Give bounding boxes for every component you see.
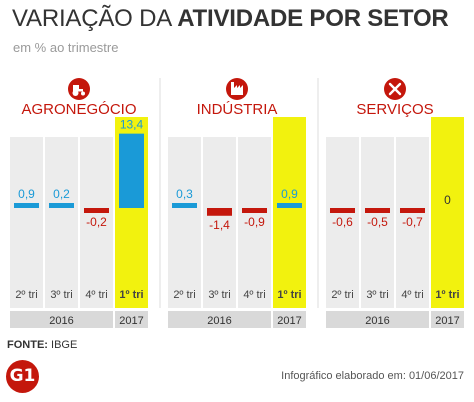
quarter-column [238, 137, 271, 308]
quarter-column [361, 137, 394, 308]
quarter-column [168, 137, 201, 308]
value-label: 0,3 [176, 187, 193, 201]
panel-title: INDÚSTRIA [197, 101, 278, 118]
value-label: -1,4 [209, 218, 230, 232]
bar-negative [242, 208, 267, 213]
panel-title: SERVIÇOS [356, 101, 433, 118]
g1-logo: G1 [6, 360, 39, 393]
value-label: 13,4 [120, 118, 144, 132]
source-line: FONTE: IBGE [7, 339, 77, 351]
value-label: -0,5 [367, 215, 388, 229]
title-light: VARIAÇÃO DA [12, 5, 171, 32]
year-label: 2016 [49, 315, 73, 327]
quarter-label: 4º tri [243, 289, 265, 301]
value-label: 0 [444, 193, 451, 207]
year-label: 2017 [435, 315, 459, 327]
year-band [115, 311, 148, 328]
bar-positive [172, 203, 197, 208]
year-band [431, 311, 464, 328]
quarter-label: 3º tri [50, 289, 72, 301]
quarter-label: 2º tri [331, 289, 353, 301]
value-label: 0,2 [53, 187, 70, 201]
quarter-column [10, 137, 43, 308]
bar-positive [119, 133, 144, 208]
screwdriver-line [388, 82, 402, 96]
quarter-label: 2º tri [173, 289, 195, 301]
bar-positive [49, 203, 74, 208]
tractor-body [73, 89, 83, 92]
year-label: 2017 [277, 315, 301, 327]
year-band [168, 311, 271, 328]
tractor-front-wheel [81, 91, 85, 96]
bar-negative [207, 208, 232, 216]
tractor-rear-wheel [72, 90, 79, 96]
title-bold: ATIVIDADE POR SETOR [177, 5, 449, 32]
panel-title: AGRONEGÓCIO [21, 101, 136, 118]
year-label: 2017 [119, 315, 143, 327]
factory-roof [234, 85, 243, 88]
chart-subtitle: em % ao trimestre [13, 40, 119, 55]
bar-positive [277, 203, 302, 208]
quarter-column [203, 137, 236, 308]
highlight-column [431, 117, 464, 308]
quarter-label: 1º tri [435, 289, 459, 301]
factory-body [231, 88, 243, 95]
quarter-label: 2º tri [15, 289, 37, 301]
quarter-label: 1º tri [277, 289, 301, 301]
year-band [10, 311, 113, 328]
value-label: -0,9 [244, 215, 265, 229]
bar-negative [330, 208, 355, 213]
bar-positive [14, 203, 39, 208]
bar-negative [400, 208, 425, 213]
quarter-label: 3º tri [208, 289, 230, 301]
value-label: -0,7 [402, 215, 423, 229]
bar-negative [365, 208, 390, 213]
tractor-cab [73, 85, 79, 89]
quarter-label: 3º tri [366, 289, 388, 301]
sector-chart: AGRONEGÓCIO 0,9 2º tri 0,2 3º tri -0,2 4º tri 1… [10, 78, 464, 328]
tractor-icon [68, 78, 90, 100]
source-value: IBGE [51, 339, 78, 351]
value-label: -0,2 [86, 215, 107, 229]
factory-icon [226, 78, 248, 100]
quarter-column [80, 137, 113, 308]
value-label: 0,9 [18, 187, 35, 201]
year-label: 2016 [207, 315, 231, 327]
bar-negative [84, 208, 109, 213]
year-band [273, 311, 306, 328]
year-label: 2016 [365, 315, 389, 327]
tools-icon [384, 78, 406, 100]
source-label: FONTE: [7, 339, 48, 351]
highlight-column [273, 117, 306, 308]
credit-text: Infográfico elaborado em: 01/06/2017 [281, 370, 464, 382]
year-band [326, 311, 429, 328]
quarter-column [396, 137, 429, 308]
quarter-column [45, 137, 78, 308]
chart-title: VARIAÇÃO DA ATIVIDADE POR SETOR [12, 5, 449, 33]
quarter-label: 4º tri [401, 289, 423, 301]
quarter-column [326, 137, 359, 308]
value-label: -0,6 [332, 215, 353, 229]
value-label: 0,9 [281, 187, 298, 201]
factory-chimney [231, 82, 234, 89]
quarter-label: 4º tri [85, 289, 107, 301]
quarter-label: 1º tri [119, 289, 143, 301]
